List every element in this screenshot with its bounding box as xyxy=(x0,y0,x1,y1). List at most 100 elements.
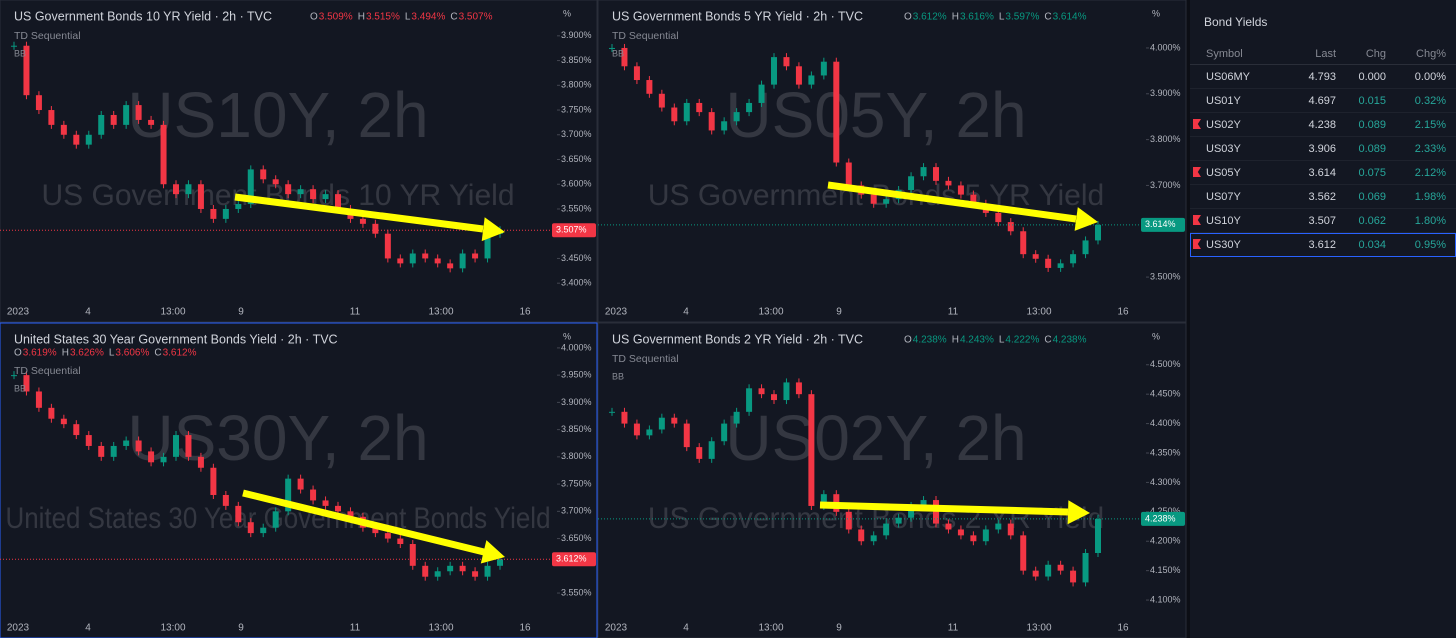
candle xyxy=(372,223,379,234)
panel-title: US Government Bonds 2 YR Yield · 2h · TV… xyxy=(612,332,863,346)
candle xyxy=(73,424,80,436)
candle xyxy=(870,194,877,204)
watchlist-row[interactable]: US01Y 4.697 0.015 0.32% xyxy=(1190,89,1456,113)
indicator-label[interactable]: BB xyxy=(612,48,624,58)
candle xyxy=(197,184,204,209)
y-tick-label: 3.950% xyxy=(561,370,592,380)
watermark: US02Y, 2h xyxy=(725,402,1026,474)
watchlist-row[interactable]: US05Y 3.614 0.075 2.12% xyxy=(1190,161,1456,185)
candle xyxy=(484,565,491,577)
y-tick-label: 3.450% xyxy=(561,253,592,263)
candle xyxy=(609,411,615,413)
indicator-label[interactable]: BB xyxy=(14,48,26,58)
candle xyxy=(945,180,952,186)
chart-panel[interactable]: US30Y, 2h United States 30 Year Governmen… xyxy=(0,322,598,638)
candle xyxy=(883,199,890,204)
ohlc-key: C xyxy=(154,348,161,359)
x-tick-label: 13:00 xyxy=(1026,623,1051,634)
candle xyxy=(247,169,254,205)
candle xyxy=(359,218,366,224)
axis-unit: % xyxy=(1152,331,1160,341)
y-tick-label: 4.250% xyxy=(1150,506,1181,516)
candle xyxy=(758,84,765,103)
panel-bg xyxy=(0,0,598,323)
ohlc-key: H xyxy=(358,12,365,23)
watchlist-row[interactable]: US06MY 4.793 0.000 0.00% xyxy=(1190,65,1456,89)
candle xyxy=(870,535,877,542)
indicator-label[interactable]: TD Sequential xyxy=(14,30,81,42)
cell-symbol: US07Y xyxy=(1206,190,1241,203)
watchlist-row[interactable]: US03Y 3.906 0.089 2.33% xyxy=(1190,137,1456,161)
candle xyxy=(272,179,279,185)
candle xyxy=(235,505,242,523)
cell-symbol: US05Y xyxy=(1206,166,1241,179)
y-tick-label: 4.350% xyxy=(1150,447,1181,457)
candle xyxy=(808,394,815,506)
cell-last: 3.614 xyxy=(1308,166,1336,179)
watchlist-row[interactable]: US10Y 3.507 0.062 1.80% xyxy=(1190,209,1456,233)
cell-symbol: US10Y xyxy=(1206,214,1241,227)
ohlc-value: 3.619% xyxy=(23,348,57,359)
y-tick-label: 4.450% xyxy=(1150,389,1181,399)
x-tick-label: 13:00 xyxy=(428,307,453,318)
ohlc-value: 4.238% xyxy=(913,335,947,346)
trend-arrow xyxy=(819,501,1069,516)
ohlc-value: 4.238% xyxy=(1053,335,1087,346)
y-tick-label: 3.900% xyxy=(1150,88,1181,98)
candle xyxy=(1007,222,1014,232)
candle xyxy=(721,423,728,442)
candle xyxy=(1045,564,1052,577)
axis-unit: % xyxy=(563,331,571,341)
watchlist-header[interactable]: Bond Yields xyxy=(1190,0,1456,44)
cell-chg: 0.015 xyxy=(1358,94,1386,107)
ohlc-key: O xyxy=(904,335,912,346)
ohlc-value: 3.507% xyxy=(459,12,493,23)
watermark: US10Y, 2h xyxy=(127,79,428,151)
trend-arrow xyxy=(242,489,485,556)
candle xyxy=(609,47,615,49)
candle xyxy=(235,204,242,209)
candle xyxy=(197,456,204,468)
price-tag xyxy=(552,223,596,238)
y-tick-label: 3.800% xyxy=(1150,134,1181,144)
candle xyxy=(708,112,715,131)
candle xyxy=(671,417,678,424)
ohlc-key: H xyxy=(62,348,69,359)
cell-last: 3.562 xyxy=(1308,190,1336,203)
y-tick-label: 3.550% xyxy=(561,203,592,213)
x-tick-label: 16 xyxy=(1117,623,1129,634)
price-tag xyxy=(552,552,596,567)
candle xyxy=(459,253,466,269)
indicator-label[interactable]: TD Sequential xyxy=(612,353,679,365)
indicator-label[interactable]: BB xyxy=(612,371,624,381)
watchlist-row[interactable]: US30Y 3.612 0.034 0.95% xyxy=(1190,233,1456,257)
candle xyxy=(422,565,429,577)
chart-panel[interactable]: US10Y, 2h US Government Bonds 10 YR Yield… xyxy=(0,0,598,323)
price-tag xyxy=(1141,217,1185,232)
y-tick-label: 4.500% xyxy=(1150,359,1181,369)
watchlist-title[interactable]: Bond Yields xyxy=(1204,15,1268,29)
indicator-label[interactable]: TD Sequential xyxy=(612,30,679,42)
y-tick-label: 3.900% xyxy=(561,397,592,407)
ohlc-value: 3.612% xyxy=(913,12,947,23)
cell-chg-pct: 0.32% xyxy=(1414,94,1446,107)
candle xyxy=(845,511,852,530)
candle xyxy=(35,391,42,408)
arrow-head xyxy=(480,540,505,564)
indicator-label[interactable]: BB xyxy=(14,383,26,393)
candle xyxy=(335,194,341,209)
candle xyxy=(957,529,964,536)
candle xyxy=(995,212,1002,223)
cell-chg-pct: 2.15% xyxy=(1414,118,1446,131)
ohlc-value: 3.494% xyxy=(411,12,445,23)
cell-chg-pct: 1.80% xyxy=(1414,214,1446,227)
x-tick-label: 11 xyxy=(350,623,361,634)
watchlist-row[interactable]: US07Y 3.562 0.069 1.98% xyxy=(1190,185,1456,209)
cell-symbol: US06MY xyxy=(1206,70,1251,83)
x-tick-label: 4 xyxy=(683,623,689,634)
candle xyxy=(733,112,740,122)
indicator-label[interactable]: TD Sequential xyxy=(14,365,81,377)
watchlist-row[interactable]: US02Y 4.238 0.089 2.15% xyxy=(1190,113,1456,137)
